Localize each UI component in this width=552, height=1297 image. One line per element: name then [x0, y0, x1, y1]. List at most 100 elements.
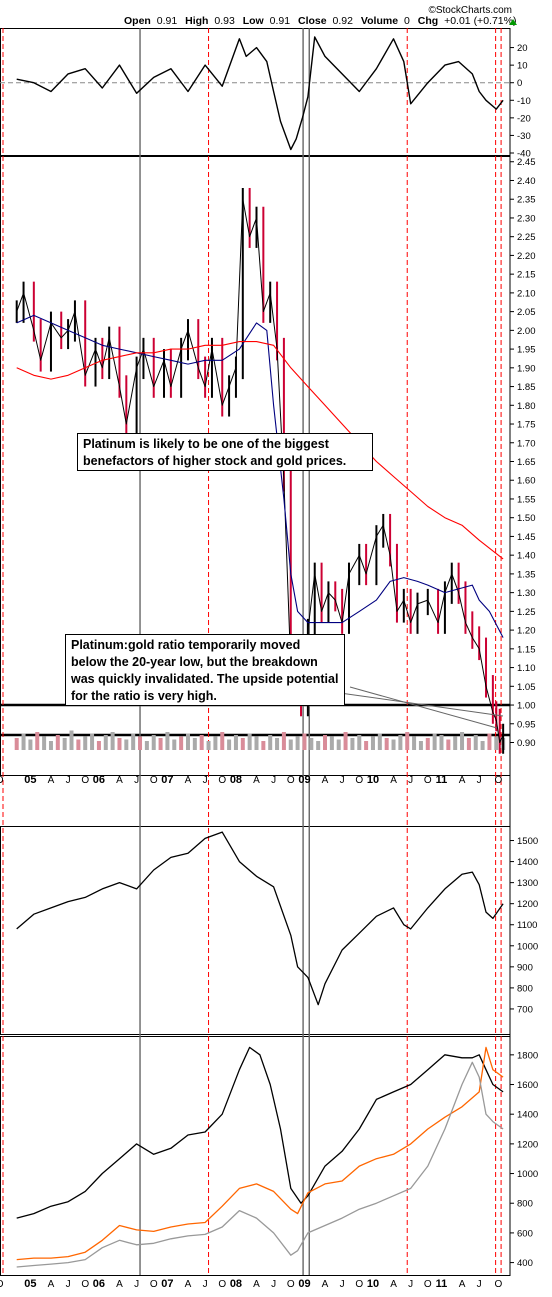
momentum-axis-tick-label: -40 — [517, 149, 531, 160]
price-axis-tick-label: 2.15 — [517, 270, 536, 281]
x-tick-label: A — [185, 1279, 192, 1290]
x-tick-label: 08 — [230, 774, 242, 786]
x-tick-label: 06 — [93, 774, 105, 786]
volume-bar — [124, 739, 129, 750]
volume-bar — [261, 741, 266, 750]
index-axis-tick-label: 800 — [517, 983, 533, 994]
volume-bar — [192, 738, 197, 750]
x-tick-label: J — [271, 1279, 276, 1290]
price-axis-tick-label: 2.30 — [517, 213, 536, 224]
panel-frames — [0, 28, 511, 1276]
price-axis-tick-label: 1.50 — [517, 513, 536, 524]
x-tick-label: 09 — [298, 774, 310, 786]
volume-bar — [247, 733, 252, 750]
x-tick-label: O — [150, 775, 158, 786]
volume-bar — [370, 736, 375, 750]
volume-bar — [185, 733, 190, 750]
price-line — [16, 198, 504, 743]
volume-label: Volume — [361, 15, 398, 27]
high-label: High — [185, 15, 208, 27]
volume-bar — [131, 733, 136, 750]
volume-bar — [96, 741, 101, 750]
x-tick-label: 06 — [93, 1278, 105, 1290]
price-axis-tick-label: 1.45 — [517, 532, 536, 543]
price-axis-tick-label: 0.90 — [517, 738, 536, 749]
price-axis-tick-label: 0.95 — [517, 719, 536, 730]
volume-bar — [418, 741, 423, 750]
price-axis-tick-label: 1.00 — [517, 701, 536, 712]
x-tick-label: A — [390, 775, 397, 786]
volume-bar — [473, 735, 478, 750]
volume-bar — [35, 732, 40, 750]
volume-bar — [14, 738, 19, 750]
volume-bar — [172, 739, 177, 750]
x-tick-label: 07 — [161, 1278, 173, 1290]
volume-bar — [254, 736, 259, 750]
x-tick-label: J — [134, 1279, 139, 1290]
volume-bar — [343, 732, 348, 750]
x-tick-label: 11 — [436, 774, 448, 786]
index-line — [16, 831, 504, 1006]
volume-bar — [391, 739, 396, 750]
price-axis-tick-label: 2.25 — [517, 232, 536, 243]
price-axis-tick-label: 1.65 — [517, 457, 536, 468]
x-tick-label: 11 — [436, 1278, 448, 1290]
volume-bar — [213, 736, 218, 750]
x-tick-label: 08 — [230, 1278, 242, 1290]
x-tick-label: O — [494, 1279, 502, 1290]
volume-bar — [446, 739, 451, 750]
metals-axis-tick-label: 400 — [517, 1258, 533, 1269]
long-ma-line — [16, 341, 504, 560]
volume-bar — [117, 738, 122, 750]
price-axis-tick-label: 1.80 — [517, 401, 536, 412]
index-axis-tick-label: 1000 — [517, 941, 538, 952]
price-axis-tick-label: 2.40 — [517, 176, 536, 187]
volume-bar — [364, 741, 369, 750]
x-tick-label: A — [390, 1279, 397, 1290]
x-tick-label: O — [81, 775, 89, 786]
chg-label: Chg — [418, 15, 438, 27]
momentum-axis-tick-label: -20 — [517, 113, 531, 124]
index-axis-tick-label: 1200 — [517, 899, 538, 910]
x-tick-label: O — [0, 1279, 4, 1290]
gold-line — [16, 1046, 504, 1261]
volume-bar — [90, 733, 95, 750]
x-tick-label: A — [322, 775, 329, 786]
x-tick-label: J — [203, 1279, 208, 1290]
price-axis-tick-label: 1.35 — [517, 569, 536, 580]
x-tick-label: J — [66, 1279, 71, 1290]
x-tick-label: J — [134, 775, 139, 786]
x-tick-label: A — [459, 775, 466, 786]
x-tick-label: O — [355, 1279, 363, 1290]
volume-bar — [377, 733, 382, 750]
panel-frame-0 — [0, 28, 511, 156]
open-label: Open — [124, 15, 151, 27]
volume-bar — [405, 732, 410, 750]
volume-bar — [158, 738, 163, 750]
volume-bar — [329, 736, 334, 750]
x-tick-label: A — [185, 775, 192, 786]
metals-axis-tick-label: 1600 — [517, 1080, 538, 1091]
volume-bar — [460, 732, 465, 750]
volume-bar — [412, 736, 417, 750]
volume-bar — [227, 739, 232, 750]
open-value: 0.91 — [157, 15, 178, 27]
x-tick-label: 10 — [367, 774, 379, 786]
price-axis-tick-label: 1.95 — [517, 345, 536, 356]
momentum-axis-tick-label: -30 — [517, 131, 531, 142]
volume-bar — [316, 741, 321, 750]
volume-bar — [466, 738, 471, 750]
ohlc-readout: Open 0.91 High 0.93 Low 0.91 Close 0.92 … — [124, 15, 516, 27]
volume-bar — [295, 736, 300, 750]
volume-bar — [398, 735, 403, 750]
metals-axis-tick-label: 1200 — [517, 1139, 538, 1150]
volume-bar — [179, 736, 184, 750]
low-label: Low — [243, 15, 265, 27]
momentum-axis-tick-label: 10 — [517, 61, 528, 72]
x-tick-label: A — [253, 1279, 260, 1290]
index-axis-tick-label: 1400 — [517, 857, 538, 868]
volume-value: 0 — [404, 15, 410, 27]
volume-bar — [220, 732, 225, 750]
x-tick-label: A — [116, 1279, 123, 1290]
volume-bar — [103, 735, 108, 750]
